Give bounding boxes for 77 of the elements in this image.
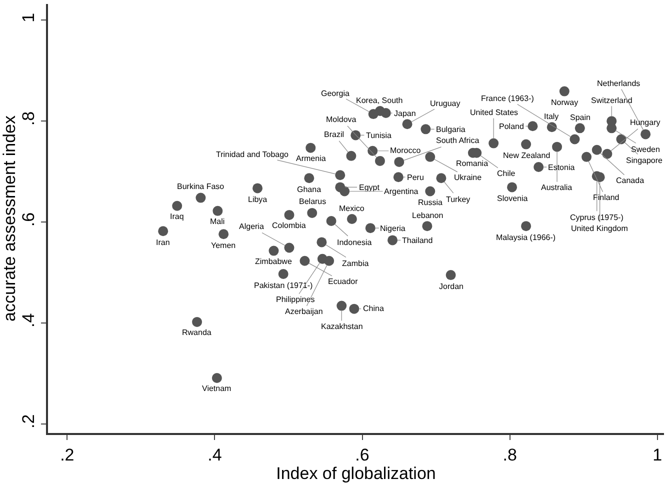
annotation: Cyprus (1975-) <box>570 213 624 222</box>
annotation: Malaysia (1966-) <box>496 233 556 242</box>
annotation: Zambia <box>342 259 370 268</box>
x-axis-title: Index of globalization <box>276 464 436 483</box>
annotation: Iraq <box>170 212 184 221</box>
x-tick-label: 1 <box>652 445 662 464</box>
annotation: South Africa <box>436 136 480 145</box>
annotation: Burkina Faso <box>177 182 225 191</box>
annotation: Thailand <box>402 236 433 245</box>
annotation: Mexico <box>339 204 365 213</box>
annotation: New Zealand <box>503 151 550 160</box>
annotation: Peru <box>407 173 424 182</box>
annotation: Armenia <box>296 154 326 163</box>
annotation: Argentina <box>384 187 419 196</box>
y-axis-title: accurate assessment index <box>0 115 19 322</box>
annotation: Italy <box>544 112 559 121</box>
annotation: Singapore <box>626 156 664 165</box>
annotation: Korea, South <box>356 96 403 105</box>
annotation: Moldova <box>326 115 357 124</box>
annotation: Australia <box>541 183 573 192</box>
annotation: Chile <box>497 169 516 178</box>
annotation: Norway <box>551 98 578 107</box>
annotation: Sweden <box>631 145 660 154</box>
annotation: Netherlands <box>597 79 640 88</box>
annotation: Jordan <box>439 282 464 291</box>
annotation: Slovenia <box>497 194 528 203</box>
annotation: Spain <box>570 113 590 122</box>
annotation: Trinidad and Tobago <box>216 150 290 159</box>
annotation: Indonesia <box>337 238 372 247</box>
annotation: Poland <box>499 122 524 131</box>
annotation: Rwanda <box>182 328 212 337</box>
annotation: Mali <box>210 217 225 226</box>
annotation: Brazil <box>324 130 344 139</box>
annotation: China <box>363 304 384 313</box>
x-tick-label: .6 <box>355 445 370 464</box>
x-tick-label: .8 <box>502 445 517 464</box>
annotation: Philippines <box>276 295 315 304</box>
annotation: Switzerland <box>591 96 632 105</box>
annotation: Libya <box>248 195 268 204</box>
annotation: Algeria <box>239 222 264 231</box>
annotation: Zimbabwe <box>255 257 292 266</box>
annotation: Romania <box>456 159 489 168</box>
annotation: Azerbaijan <box>285 307 323 316</box>
annotation: Uruguay <box>430 99 460 108</box>
y-tick-label: .6 <box>19 212 38 227</box>
annotation: Kazakhstan <box>321 322 363 331</box>
annotation: Finland <box>593 193 620 202</box>
x-tick-label: .4 <box>208 445 222 464</box>
annotation: Hungary <box>630 118 660 127</box>
annotation: United States <box>470 108 518 117</box>
y-tick-label: .8 <box>19 111 38 126</box>
y-tick-label: .4 <box>19 313 38 328</box>
annotation: Vietnam <box>202 384 232 393</box>
annotation: Colombia <box>272 221 306 230</box>
annotation: United Kingdom <box>571 224 628 233</box>
annotation: Ghana <box>297 185 322 194</box>
annotation: Yemen <box>211 241 236 250</box>
annotation: Ukraine <box>454 173 482 182</box>
annotation: Russia <box>418 198 444 207</box>
annotation: Iran <box>156 238 170 247</box>
annotation: Lebanon <box>412 211 444 220</box>
annotation: Bulgaria <box>436 125 466 134</box>
annotation: Morocco <box>390 146 422 155</box>
annotation: Belarus <box>299 197 326 206</box>
annotation: Estonia <box>548 163 576 172</box>
annotation: Pakistan (1971-) <box>254 281 314 290</box>
y-tick-label: .2 <box>19 414 38 428</box>
annotation: Turkey <box>446 195 470 204</box>
annotation: Georgia <box>321 89 350 98</box>
y-tick-label: 1 <box>19 12 38 22</box>
annotation: Canada <box>616 176 645 185</box>
annotation: Nigeria <box>380 224 406 233</box>
annotation: Ecuador <box>328 277 358 286</box>
annotation: France (1963-) <box>481 94 534 103</box>
annotation: Japan <box>394 109 416 118</box>
annotation: Tunisia <box>366 131 392 140</box>
x-tick-label: .2 <box>60 445 74 464</box>
